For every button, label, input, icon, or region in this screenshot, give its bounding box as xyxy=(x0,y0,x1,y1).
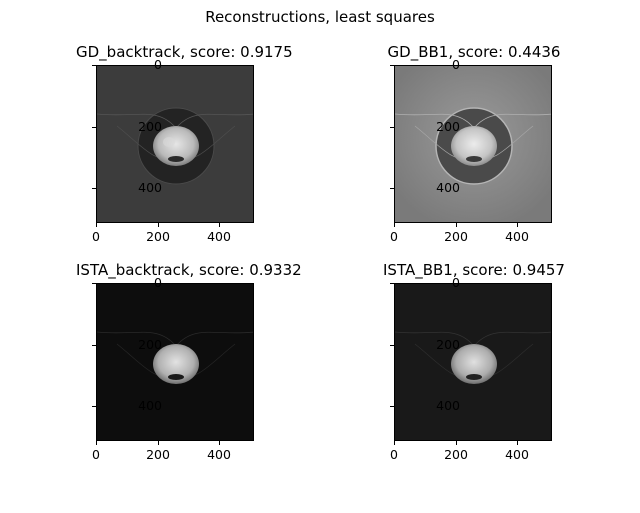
panel-ista-backtrack: ISTA_backtrack, score: 0.9332 0 200 400 … xyxy=(76,261,326,513)
x-tick-label: 200 xyxy=(444,447,468,462)
y-tick-label: 400 xyxy=(138,398,162,413)
reconstruction-image xyxy=(96,65,254,223)
reconstruction-image xyxy=(96,283,254,441)
reconstruction-image xyxy=(394,283,552,441)
panel-title: GD_BB1, score: 0.4436 xyxy=(387,43,561,61)
y-tick-label: 0 xyxy=(452,275,460,290)
x-tick-label: 400 xyxy=(505,229,529,244)
y-tick-label: 0 xyxy=(154,275,162,290)
x-tick-label: 200 xyxy=(444,229,468,244)
x-tick-label: 400 xyxy=(207,447,231,462)
y-tick-label: 400 xyxy=(436,180,460,195)
panel-title: ISTA_BB1, score: 0.9457 xyxy=(383,261,565,279)
panel-ista-bb1: ISTA_BB1, score: 0.9457 0 200 400 0 200 … xyxy=(383,261,624,513)
y-tick-label: 0 xyxy=(154,57,162,72)
panel-gd-backtrack: GD_backtrack, score: 0.9175 0 200 400 0 … xyxy=(76,43,326,295)
y-tick-label: 0 xyxy=(452,57,460,72)
x-tick-label: 400 xyxy=(207,229,231,244)
panel-title: GD_backtrack, score: 0.9175 xyxy=(76,43,293,61)
panel-gd-bb1: GD_BB1, score: 0.4436 0 200 400 0 200 40… xyxy=(388,43,624,295)
y-tick-label: 200 xyxy=(138,337,162,352)
x-tick-label: 0 xyxy=(390,229,398,244)
y-tick-label: 400 xyxy=(138,180,162,195)
figure-suptitle: Reconstructions, least squares xyxy=(205,8,435,26)
reconstruction-image xyxy=(394,65,552,223)
y-tick-label: 200 xyxy=(436,337,460,352)
x-tick-label: 0 xyxy=(92,229,100,244)
x-tick-label: 0 xyxy=(390,447,398,462)
y-tick-label: 200 xyxy=(138,119,162,134)
panel-title: ISTA_backtrack, score: 0.9332 xyxy=(76,261,302,279)
x-tick-label: 200 xyxy=(146,229,170,244)
x-tick-label: 200 xyxy=(146,447,170,462)
y-tick-label: 400 xyxy=(436,398,460,413)
x-tick-label: 0 xyxy=(92,447,100,462)
y-tick-label: 200 xyxy=(436,119,460,134)
x-tick-label: 400 xyxy=(505,447,529,462)
